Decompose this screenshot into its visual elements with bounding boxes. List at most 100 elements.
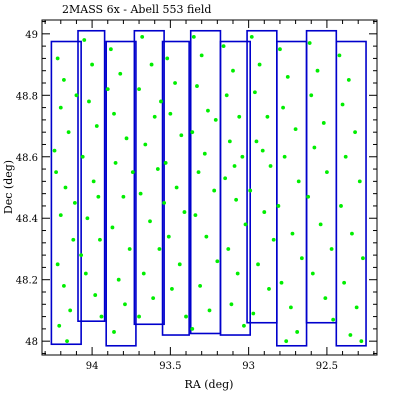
source-point <box>66 130 71 135</box>
source-point <box>213 117 218 122</box>
source-point <box>190 326 195 331</box>
source-point <box>323 296 328 301</box>
source-point <box>353 130 357 135</box>
source-point <box>337 53 342 58</box>
source-point <box>79 253 84 258</box>
source-point <box>94 124 99 128</box>
source-point <box>68 308 73 313</box>
source-point <box>165 56 170 61</box>
source-point <box>99 314 104 319</box>
source-point <box>262 210 267 214</box>
source-point <box>237 114 242 119</box>
source-point <box>315 68 320 73</box>
source-point <box>281 105 285 110</box>
source-point <box>74 93 79 98</box>
source-point <box>309 93 314 98</box>
source-point <box>318 222 323 227</box>
source-point <box>127 247 132 251</box>
source-point <box>179 133 184 138</box>
source-point <box>310 271 315 276</box>
source-point <box>168 111 173 116</box>
source-point <box>232 164 237 168</box>
source-point <box>87 99 91 104</box>
x-axis-label: RA (deg) <box>185 378 234 391</box>
source-point <box>306 194 311 199</box>
source-point <box>342 280 347 285</box>
source-point <box>151 296 156 301</box>
source-point <box>289 305 293 310</box>
source-point <box>295 330 300 334</box>
source-point <box>143 142 148 147</box>
source-point <box>206 108 210 113</box>
source-point <box>278 47 282 52</box>
source-point <box>62 78 66 82</box>
source-point <box>359 339 364 344</box>
source-point <box>85 216 90 221</box>
source-point <box>198 283 203 288</box>
source-point <box>296 179 301 184</box>
source-point <box>58 213 63 218</box>
source-point <box>108 47 113 52</box>
source-point <box>235 271 240 276</box>
source-point <box>267 287 271 291</box>
x-tick-label: 93.5 <box>159 361 181 372</box>
x-tick-labels: 94 93.5 93 92.5 <box>86 361 338 372</box>
source-point <box>354 305 359 310</box>
source-point <box>215 259 220 264</box>
source-point <box>249 35 254 39</box>
source-point <box>254 139 259 144</box>
source-point <box>72 200 77 205</box>
source-point <box>121 194 126 199</box>
source-point <box>348 333 353 337</box>
y-tick-labels: 48 48.2 48.4 48.6 48.8 49 <box>16 30 38 348</box>
source-point <box>124 136 129 141</box>
source-point <box>193 213 198 218</box>
source-point <box>57 323 62 328</box>
source-point <box>54 170 58 175</box>
source-point <box>82 38 87 42</box>
survey-strip-3 <box>105 40 137 347</box>
source-point <box>162 200 167 205</box>
source-point <box>112 330 116 334</box>
source-point <box>116 277 121 282</box>
source-point <box>268 164 273 168</box>
source-point <box>173 81 177 85</box>
source-point <box>212 188 217 193</box>
source-point <box>148 219 152 224</box>
source-point <box>240 154 245 159</box>
axis-ticks <box>42 20 377 355</box>
source-point <box>260 148 265 153</box>
y-tick-label: 48.8 <box>16 91 38 102</box>
source-point <box>130 170 135 175</box>
source-point <box>231 68 235 73</box>
y-tick-label: 48 <box>25 337 38 348</box>
source-point <box>62 283 66 288</box>
source-point <box>248 188 253 193</box>
source-point <box>91 179 96 184</box>
source-point <box>329 247 334 251</box>
source-point <box>207 308 212 313</box>
source-point <box>307 41 312 45</box>
source-point <box>325 170 329 175</box>
source-point <box>204 234 209 239</box>
source-point <box>141 271 146 276</box>
source-point <box>71 237 76 242</box>
y-tick-label: 48.4 <box>16 214 38 225</box>
source-point <box>177 262 182 267</box>
source-point <box>223 176 228 181</box>
survey-strip-4 <box>133 29 165 326</box>
source-point <box>312 145 317 150</box>
y-axis-label: Dec (deg) <box>2 160 15 214</box>
source-point <box>285 74 290 79</box>
survey-strip-5 <box>161 40 190 336</box>
source-point <box>234 197 239 202</box>
source-point <box>343 154 348 159</box>
survey-strip-7 <box>219 40 252 336</box>
source-point <box>299 256 304 261</box>
source-point <box>191 35 196 39</box>
source-point <box>170 287 174 291</box>
source-point <box>184 314 188 319</box>
survey-strip-11 <box>335 40 367 347</box>
source-point <box>346 78 351 82</box>
